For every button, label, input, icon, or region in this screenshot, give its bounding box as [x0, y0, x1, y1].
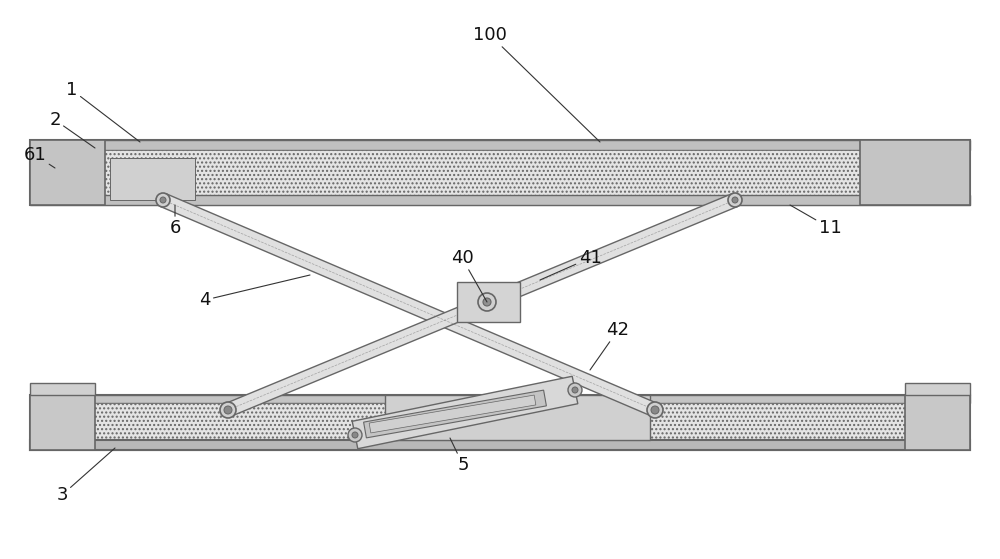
Bar	[385, 395, 650, 440]
Circle shape	[572, 387, 578, 393]
Circle shape	[483, 298, 491, 306]
Circle shape	[478, 293, 496, 311]
Polygon shape	[225, 193, 738, 416]
Circle shape	[728, 193, 742, 207]
Polygon shape	[364, 390, 546, 438]
Text: 100: 100	[473, 26, 600, 142]
Circle shape	[352, 432, 358, 438]
Bar	[30, 395, 970, 450]
Circle shape	[160, 197, 166, 203]
Bar	[30, 395, 95, 450]
Bar	[905, 395, 970, 450]
Text: 41: 41	[540, 249, 601, 280]
Text: 5: 5	[450, 438, 469, 474]
Text: 6: 6	[169, 205, 181, 237]
Polygon shape	[352, 376, 578, 449]
Text: 1: 1	[66, 81, 140, 142]
Polygon shape	[369, 395, 536, 433]
Bar	[30, 195, 970, 205]
Bar	[30, 395, 970, 403]
Bar	[30, 383, 95, 395]
Text: 3: 3	[56, 448, 115, 504]
Text: 11: 11	[790, 205, 841, 237]
Text: 42: 42	[590, 321, 630, 370]
Bar	[30, 140, 105, 205]
Circle shape	[220, 402, 236, 418]
Bar	[30, 440, 970, 450]
Polygon shape	[160, 193, 658, 416]
Circle shape	[651, 406, 659, 414]
Text: 40: 40	[451, 249, 487, 302]
Bar	[905, 383, 970, 395]
Bar	[30, 140, 970, 150]
Bar	[35, 150, 965, 195]
Bar	[30, 140, 970, 205]
Circle shape	[647, 402, 663, 418]
Bar	[860, 140, 970, 205]
Circle shape	[568, 383, 582, 397]
Circle shape	[732, 197, 738, 203]
Circle shape	[224, 406, 232, 414]
Circle shape	[348, 428, 362, 442]
Text: 4: 4	[199, 275, 310, 309]
Text: 61: 61	[24, 146, 55, 168]
Bar	[457, 282, 520, 322]
Bar	[110, 158, 195, 200]
Text: 2: 2	[49, 111, 95, 148]
Circle shape	[156, 193, 170, 207]
Bar	[35, 403, 965, 440]
